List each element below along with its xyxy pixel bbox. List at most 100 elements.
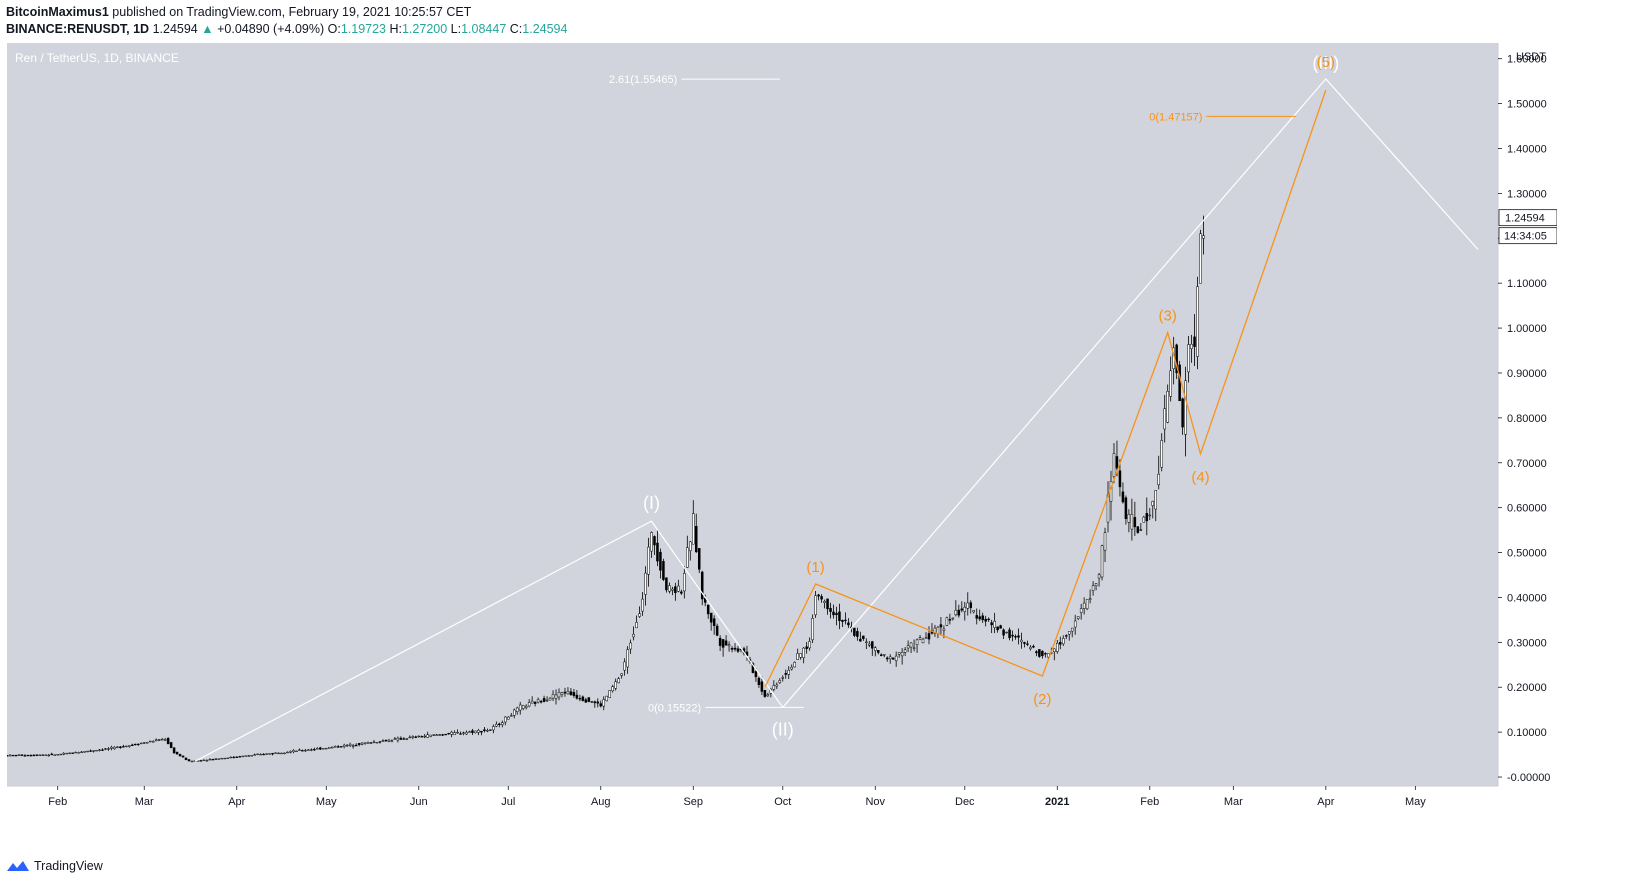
candle-body [465,732,468,735]
candle-body [47,754,51,757]
candle-body [459,733,462,735]
candle-body [235,756,239,758]
y-tick-label: 0.90000 [1507,368,1547,380]
chart-title: Ren / TetherUS, 1D, BINANCE [15,51,179,65]
candle-body [587,697,591,702]
candle-body [501,722,504,725]
candle-body [882,654,886,656]
candle-body [83,751,86,753]
footer-brand[interactable]: TradingView [6,856,103,876]
high-label: H: [389,22,402,36]
candle-body [220,757,224,760]
candle-body [402,738,406,740]
candle-body [632,634,635,638]
candle-body [635,622,638,629]
minor-wave-line [764,89,1327,688]
candle-body [35,754,39,756]
candle-body [399,737,403,740]
candle-body [292,750,295,753]
candle-body [247,755,250,757]
candle-body [486,730,489,732]
candle-body [1029,646,1032,650]
candle-body [829,607,832,612]
fib-label: 0(1.47157) [1149,111,1202,123]
candle-body [1169,370,1172,397]
price-axis[interactable] [1498,43,1557,786]
candle-body [375,742,379,744]
candle-body [515,707,519,712]
candle-body [122,746,125,748]
candle-body [492,726,495,731]
price-chart[interactable]: Ren / TetherUS, 1D, BINANCE USDT 1.60000… [5,43,1558,819]
candle-body [671,588,674,591]
candle-body [1127,514,1131,523]
candle-body [527,702,531,707]
candle-body [408,736,412,739]
candle-body [611,686,614,692]
candle-body [474,730,477,734]
x-tick-label: Apr [228,796,245,808]
candle-body [593,701,597,704]
candle-body [844,619,847,622]
candle-body [17,754,21,756]
candle-body [241,755,244,758]
candle-body [59,753,62,756]
plot-area[interactable] [7,43,1498,786]
candle-body [298,749,301,751]
candle-body [536,699,540,703]
y-tick-label: -0.00000 [1507,772,1550,784]
candle-body [948,619,952,621]
candle-body [808,641,811,649]
candle-body [709,612,713,623]
candle-body [924,637,928,639]
candle-body [1121,491,1125,503]
candle-body [348,743,352,746]
candle-body [280,752,283,755]
time-axis[interactable] [7,786,1557,819]
chart-container[interactable]: Ren / TetherUS, 1D, BINANCE USDT 1.60000… [5,43,1558,819]
candle-body [1053,648,1056,653]
candle-body [575,694,579,699]
candle-body [101,749,104,751]
candle-body [760,681,764,692]
candle-body [617,678,620,684]
candle-body [975,615,978,619]
candle-body [584,699,588,703]
candle-body [712,618,716,626]
candle-body [378,741,382,743]
candle-body [333,746,337,748]
candle-body [1073,620,1077,628]
x-tick-label: Jun [410,796,428,808]
candle-body [277,752,280,755]
candle-body [906,645,910,649]
candle-body [697,548,701,570]
fib-label: 0(0.15522) [648,702,701,714]
candle-body [339,746,343,748]
candle-body [999,625,1002,629]
candle-body [814,595,817,616]
candle-body [862,635,865,639]
candle-body [966,602,970,609]
candle-body [1202,235,1205,239]
candle-body [599,703,603,707]
candle-body [683,573,686,592]
candle-body [154,739,158,742]
candle-body [1139,529,1143,531]
candle-body [978,616,981,620]
candle-body [41,754,45,756]
candle-body [826,598,829,610]
candle-body [1076,616,1080,619]
candle-body [208,759,212,761]
candle-body [912,647,916,649]
candle-body [781,677,785,679]
candle-body [897,652,901,655]
candle-body [766,694,770,697]
candle-body [784,673,788,675]
y-tick-label: 0.60000 [1507,503,1547,515]
candle-body [841,619,844,622]
author-name[interactable]: BitcoinMaximus1 [6,5,109,19]
footer-brand-label: TradingView [34,859,103,873]
candle-body [557,692,561,698]
candle-body [238,756,241,758]
candle-body [313,748,316,751]
